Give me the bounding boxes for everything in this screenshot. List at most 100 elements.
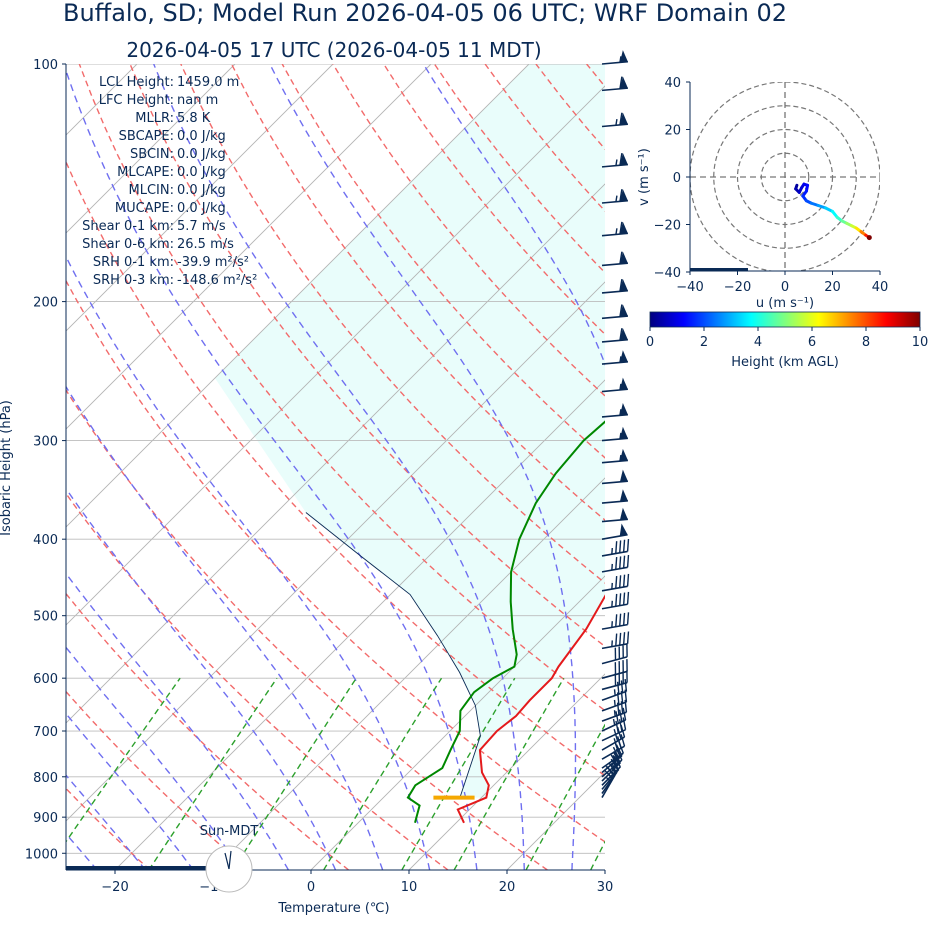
isotherm-line <box>66 64 334 332</box>
isotherm-line <box>114 379 605 870</box>
cape-shading <box>214 64 605 798</box>
wind-barb-feather <box>619 304 623 317</box>
moist-adiabat-line <box>66 774 146 870</box>
wind-barb-feather <box>615 575 618 589</box>
wind-barb <box>601 304 628 320</box>
wind-barb-feather <box>622 612 626 626</box>
wind-barb-staff <box>601 766 621 786</box>
wind-barb-flag <box>619 221 628 235</box>
wind-barb-feather <box>619 189 623 202</box>
mixing-ratio-line <box>232 677 357 870</box>
dry-adiabat-line <box>790 64 928 870</box>
wind-barb <box>601 591 630 610</box>
dry-adiabat-line <box>66 279 605 843</box>
wind-barb-staff <box>601 550 628 557</box>
hodograph-ticks: −40 −20 0 20 40 40 20 0 −20 −40 <box>654 76 889 295</box>
wind-barb-feather <box>626 539 630 552</box>
stat-line: Shear 0-1 km: <box>82 219 174 234</box>
stat-value: 0.0 J/kg <box>177 201 226 216</box>
mixing-ratio-line <box>401 677 516 870</box>
wind-barb <box>601 50 628 65</box>
wind-barb-flag <box>619 76 628 89</box>
stat-line: MLLR: <box>135 111 174 126</box>
wind-barb <box>601 507 628 523</box>
y-tick-label: 500 <box>33 610 58 625</box>
height-colorbar: 0 2 4 6 8 10 Height (km AGL) <box>646 311 928 370</box>
wind-barb <box>601 489 628 504</box>
wind-barb-feather <box>616 681 620 695</box>
wind-barb-staff <box>601 262 628 267</box>
wind-barb-flag <box>619 328 628 341</box>
wind-barb-feather <box>622 539 626 553</box>
stat-value: 5.8 K <box>177 111 211 126</box>
wind-barb-feather <box>619 328 623 341</box>
wind-barb-feather <box>619 593 622 606</box>
wind-barb <box>601 189 628 204</box>
wind-barb-feather <box>613 738 619 751</box>
wind-barb-flag <box>619 50 628 63</box>
wind-barb-staff <box>601 690 627 702</box>
skewt-plot: −20 −10 0 10 20 30 10020030040050060070080090… <box>0 50 928 916</box>
wind-barb <box>601 279 628 294</box>
wind-barb-staff <box>601 533 628 540</box>
y-axis-label: Isobaric Height (hPa) <box>0 400 14 536</box>
hodograph-y-tick-label: 20 <box>664 124 681 139</box>
moist-adiabat-line <box>66 255 431 870</box>
wind-barb-half-feather <box>615 119 618 126</box>
wind-barb-staff <box>601 338 628 343</box>
wind-barb-flag <box>619 189 628 202</box>
colorbar-tick-label: 4 <box>754 335 762 350</box>
wind-barb-feather <box>624 679 628 692</box>
wind-barb <box>601 403 628 418</box>
wind-barb-feather <box>615 633 618 646</box>
chart-title: Buffalo, SD; Model Run 2026-04-05 06 UTC… <box>63 0 787 27</box>
y-tick-label: 600 <box>33 672 58 687</box>
parcel-profile-line <box>305 512 481 798</box>
wind-barb-flag <box>619 304 628 317</box>
wind-barb-feather <box>622 707 627 721</box>
wind-barb-feather <box>619 613 622 627</box>
wind-barb <box>601 717 627 742</box>
wind-barb-staff <box>601 480 628 485</box>
hodograph-end-point <box>866 235 872 241</box>
wind-barb-flag <box>619 489 628 502</box>
wind-barb-feather <box>619 76 623 89</box>
moist-adiabat-line <box>66 572 290 870</box>
moist-adiabat-line <box>66 487 337 870</box>
wind-barb-half-feather <box>619 356 622 363</box>
wind-barbs <box>601 50 630 798</box>
wind-barb-feather <box>619 556 622 569</box>
wind-barb <box>601 350 628 365</box>
wind-barb <box>601 221 628 237</box>
stat-line: LFC Height: <box>99 93 174 108</box>
stat-value: 0.0 J/kg <box>177 129 226 144</box>
stat-line: SRH 0-3 km: <box>93 273 174 288</box>
wind-barb-flag <box>619 448 628 462</box>
wind-barb-half-feather <box>615 195 618 202</box>
wind-barb-half-feather <box>619 56 622 63</box>
wind-barb-staff <box>601 701 627 712</box>
wind-barb-staff <box>601 87 628 92</box>
wind-barb-flag <box>619 152 628 166</box>
moist-adiabat-line <box>716 64 846 870</box>
hodograph-x-tick-label: −40 <box>676 280 703 295</box>
skewt-y-ticks: 100 200 300 400 500 600 700 800 900 1000 <box>25 58 66 862</box>
isotherm-line <box>310 575 605 870</box>
wind-barb-staff <box>601 759 623 778</box>
moist-adiabat-line <box>66 68 478 870</box>
stat-value: 5.7 m/s <box>177 219 226 234</box>
wind-barb-feather <box>619 221 623 235</box>
stat-line: MLCIN: <box>129 183 174 198</box>
wind-barb-feather <box>622 632 626 645</box>
wind-barb <box>601 554 630 573</box>
wind-barb-flag <box>619 279 628 292</box>
wind-barb-feather <box>626 631 630 644</box>
moist-adiabat-lines <box>66 64 846 870</box>
x-tick-label: −20 <box>101 880 128 895</box>
moist-adiabat-line <box>66 385 384 870</box>
wind-barb-staff <box>601 315 628 320</box>
wind-barb <box>601 612 630 630</box>
wind-barb-half-feather <box>612 755 617 762</box>
wind-barb-flag <box>619 523 628 537</box>
